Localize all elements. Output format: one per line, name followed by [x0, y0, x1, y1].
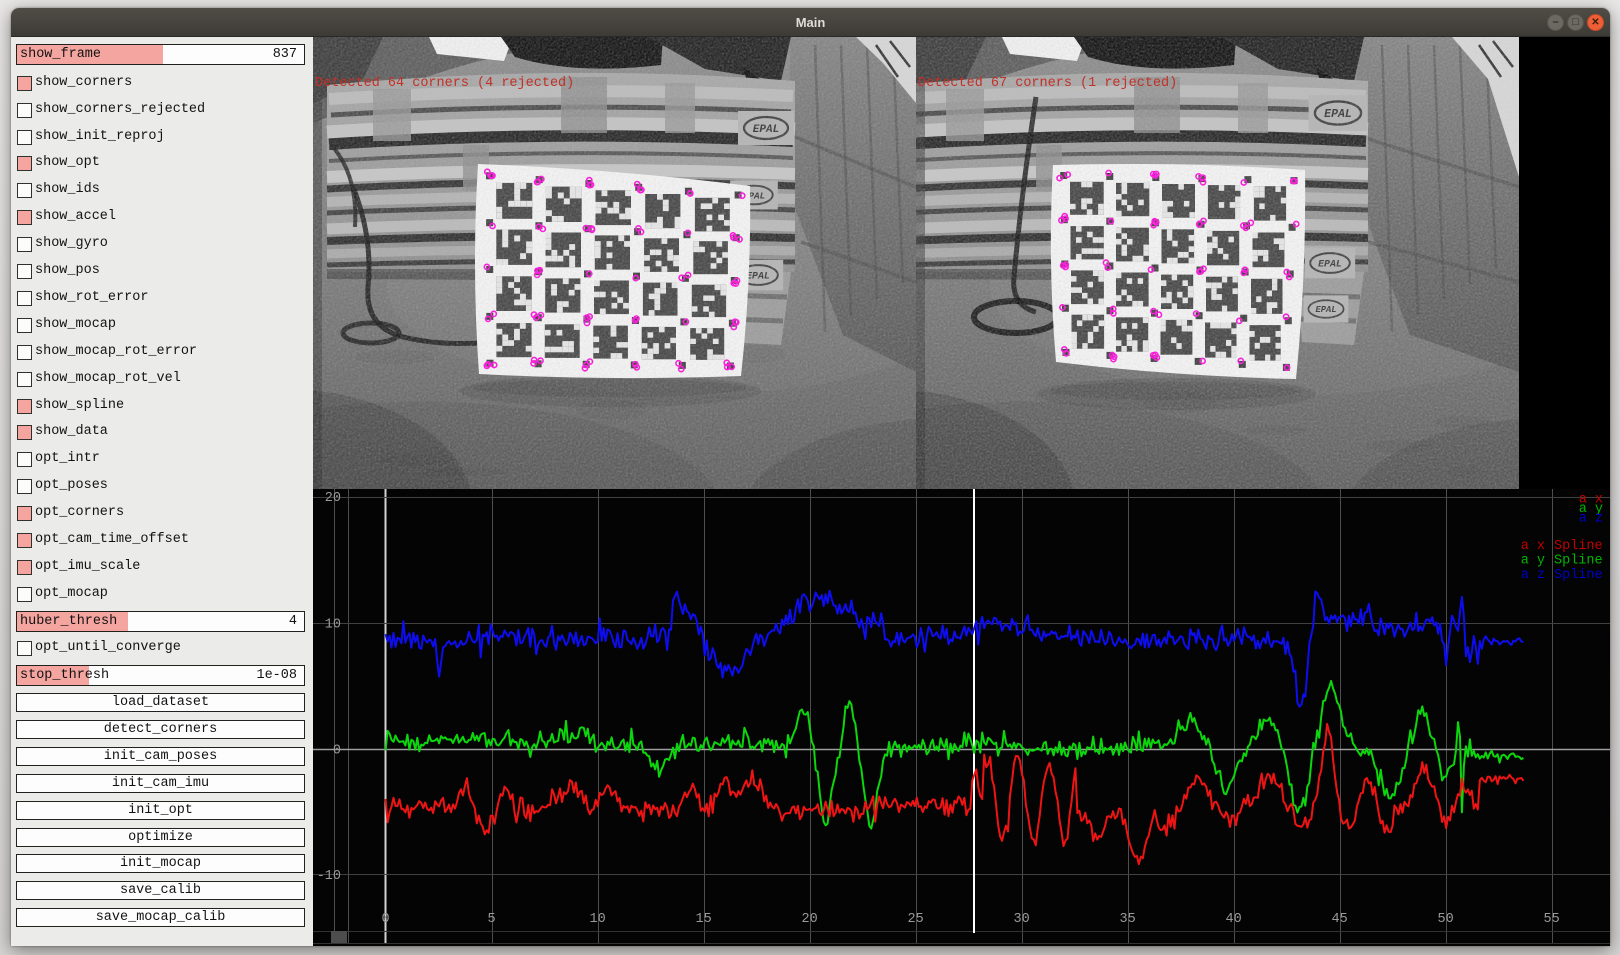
svg-text:50: 50 — [1437, 912, 1453, 927]
svg-text:a y: a y — [1579, 502, 1603, 517]
svg-text:-10: -10 — [317, 869, 341, 884]
svg-text:Spline: Spline — [1554, 554, 1603, 569]
svg-text:a z: a z — [1579, 512, 1603, 527]
svg-text:35: 35 — [1119, 912, 1135, 927]
svg-text:45: 45 — [1331, 912, 1347, 927]
svg-text:10: 10 — [589, 912, 605, 927]
svg-text:a x: a x — [1579, 493, 1603, 508]
svg-text:0: 0 — [382, 912, 390, 927]
svg-text:0: 0 — [333, 744, 341, 759]
svg-text:25: 25 — [907, 912, 923, 927]
svg-text:55: 55 — [1543, 912, 1559, 927]
svg-text:10: 10 — [325, 617, 341, 632]
svg-text:a x: a x — [1521, 539, 1545, 554]
svg-text:20: 20 — [325, 491, 341, 506]
svg-text:40: 40 — [1225, 912, 1241, 927]
svg-text:a z: a z — [1521, 568, 1545, 583]
svg-text:Detected 64 corners (4 rejecte: Detected 64 corners (4 rejected) — [315, 76, 574, 91]
svg-text:Spline: Spline — [1554, 568, 1603, 583]
svg-text:15: 15 — [695, 912, 711, 927]
svg-text:a y: a y — [1521, 554, 1545, 569]
svg-text:20: 20 — [801, 912, 817, 927]
svg-text:5: 5 — [488, 912, 496, 927]
svg-text:30: 30 — [1013, 912, 1029, 927]
svg-text:Spline: Spline — [1554, 539, 1603, 554]
svg-text:Detected 67 corners (1 rejecte: Detected 67 corners (1 rejected) — [918, 76, 1177, 91]
